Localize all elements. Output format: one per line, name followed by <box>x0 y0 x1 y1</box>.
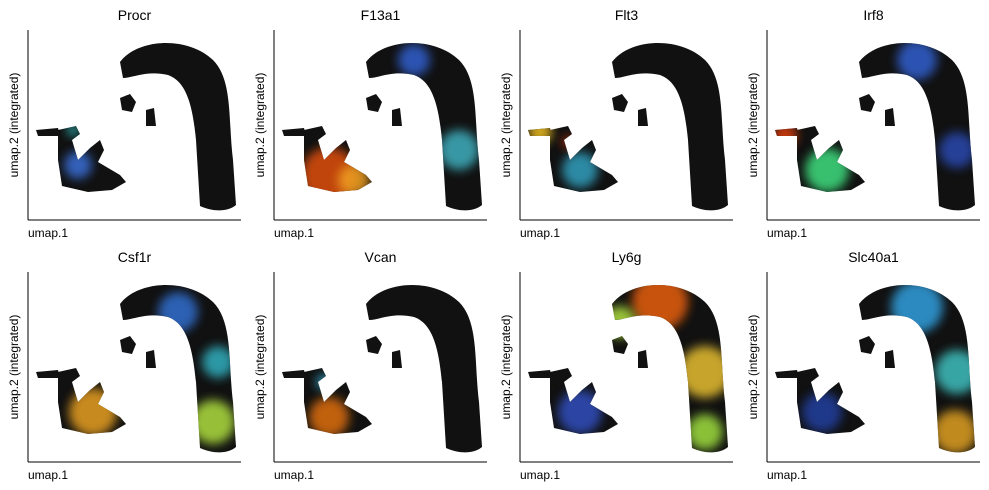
cell-cloud <box>282 370 306 378</box>
expression-blob <box>191 400 235 444</box>
embedding <box>775 42 975 211</box>
cell-cloud <box>612 94 628 112</box>
x-axis-label: umap.1 <box>520 468 560 482</box>
embedding <box>282 284 482 453</box>
cell-cloud <box>612 42 728 211</box>
expression-blob <box>935 350 975 394</box>
cell-cloud <box>282 128 306 136</box>
x-axis-label: umap.1 <box>274 226 314 240</box>
expression-blob <box>805 148 849 192</box>
expression-blob <box>775 123 797 147</box>
expression-blob <box>64 151 92 179</box>
panel: Slc40a1 umap.1 umap.2 (integrated) <box>746 249 980 482</box>
panel-title: Csf1r <box>118 249 152 265</box>
panel-title: Procr <box>118 7 152 23</box>
expression-blob <box>67 124 79 136</box>
expression-blob <box>891 284 943 333</box>
cell-cloud <box>859 284 975 453</box>
panel: Procr umap.1 umap.2 (integrated) <box>7 7 241 240</box>
cell-cloud <box>612 336 628 354</box>
expression-blob <box>632 284 688 330</box>
expression-blob <box>528 120 552 144</box>
cell-cloud <box>36 128 60 136</box>
expression-blob <box>69 388 117 436</box>
cell-cloud <box>392 108 402 126</box>
cell-cloud <box>366 336 382 354</box>
expression-blob <box>562 136 574 148</box>
cell-cloud <box>885 350 895 368</box>
x-axis-label: umap.1 <box>520 226 560 240</box>
y-axis-label: umap.2 (integrated) <box>746 315 760 420</box>
cell-cloud <box>36 370 60 378</box>
expression-blob <box>562 152 598 188</box>
cell-cloud <box>638 108 648 126</box>
y-axis-label: umap.2 (integrated) <box>7 73 21 178</box>
x-axis-label: umap.1 <box>274 468 314 482</box>
cell-cloud <box>859 336 875 354</box>
cell-cloud <box>638 350 648 368</box>
embedding <box>528 284 728 453</box>
panel: Csf1r umap.1 umap.2 (integrated) <box>7 249 241 482</box>
expression-overlay <box>558 284 728 450</box>
y-axis-label: umap.2 (integrated) <box>499 315 513 420</box>
cell-cloud <box>392 350 402 368</box>
cell-cloud <box>120 336 136 354</box>
cell-cloud <box>859 42 975 211</box>
y-axis-label: umap.2 (integrated) <box>499 73 513 178</box>
x-axis-label: umap.1 <box>767 468 807 482</box>
expression-blob <box>316 374 332 390</box>
panel-title: Flt3 <box>615 7 639 23</box>
embedding <box>36 284 236 453</box>
y-axis-label: umap.2 (integrated) <box>746 73 760 178</box>
y-axis-label: umap.2 (integrated) <box>7 315 21 420</box>
y-axis-label: umap.2 (integrated) <box>253 315 267 420</box>
cell-cloud <box>120 42 236 211</box>
expression-blob <box>558 390 602 434</box>
cell-cloud <box>612 284 728 453</box>
expression-blob <box>933 410 975 453</box>
panel-title: Irf8 <box>863 7 883 23</box>
panel-title: Ly6g <box>612 249 642 265</box>
panel: Ly6g umap.1 umap.2 (integrated) <box>499 249 733 482</box>
cell-cloud <box>528 370 552 378</box>
expression-blob <box>939 132 975 168</box>
panel-title: Vcan <box>365 249 397 265</box>
panel-title: Slc40a1 <box>848 249 899 265</box>
x-axis-label: umap.1 <box>28 226 68 240</box>
panel-title: F13a1 <box>361 7 401 23</box>
expression-blob <box>604 306 636 338</box>
embedding <box>528 42 728 211</box>
x-axis-label: umap.1 <box>767 226 807 240</box>
panel: F13a1 umap.1 umap.2 (integrated) <box>253 7 487 240</box>
x-axis-label: umap.1 <box>28 468 68 482</box>
embedding <box>36 42 236 211</box>
panel: Flt3 umap.1 umap.2 (integrated) <box>499 7 733 240</box>
expression-blob <box>398 44 430 76</box>
cell-cloud <box>146 350 156 368</box>
expression-blob <box>309 397 349 437</box>
cell-cloud <box>366 94 382 112</box>
cell-cloud <box>775 370 799 378</box>
expression-blob <box>439 130 479 170</box>
expression-blob <box>897 42 937 80</box>
cell-cloud <box>146 108 156 126</box>
y-axis-label: umap.2 (integrated) <box>253 73 267 178</box>
expression-blob <box>687 414 723 450</box>
embedding <box>775 284 975 453</box>
embedding <box>282 42 482 211</box>
cell-cloud <box>859 94 875 112</box>
expression-blob <box>202 346 234 378</box>
panel: Vcan umap.1 umap.2 (integrated) <box>253 249 487 482</box>
expression-blob <box>338 164 370 196</box>
expression-blob <box>679 346 728 398</box>
cell-cloud <box>885 108 895 126</box>
cell-cloud <box>366 284 482 453</box>
expression-blob <box>158 292 198 332</box>
panel: Irf8 umap.1 umap.2 (integrated) <box>746 7 980 240</box>
expression-blob <box>802 392 842 432</box>
cell-cloud <box>120 94 136 112</box>
